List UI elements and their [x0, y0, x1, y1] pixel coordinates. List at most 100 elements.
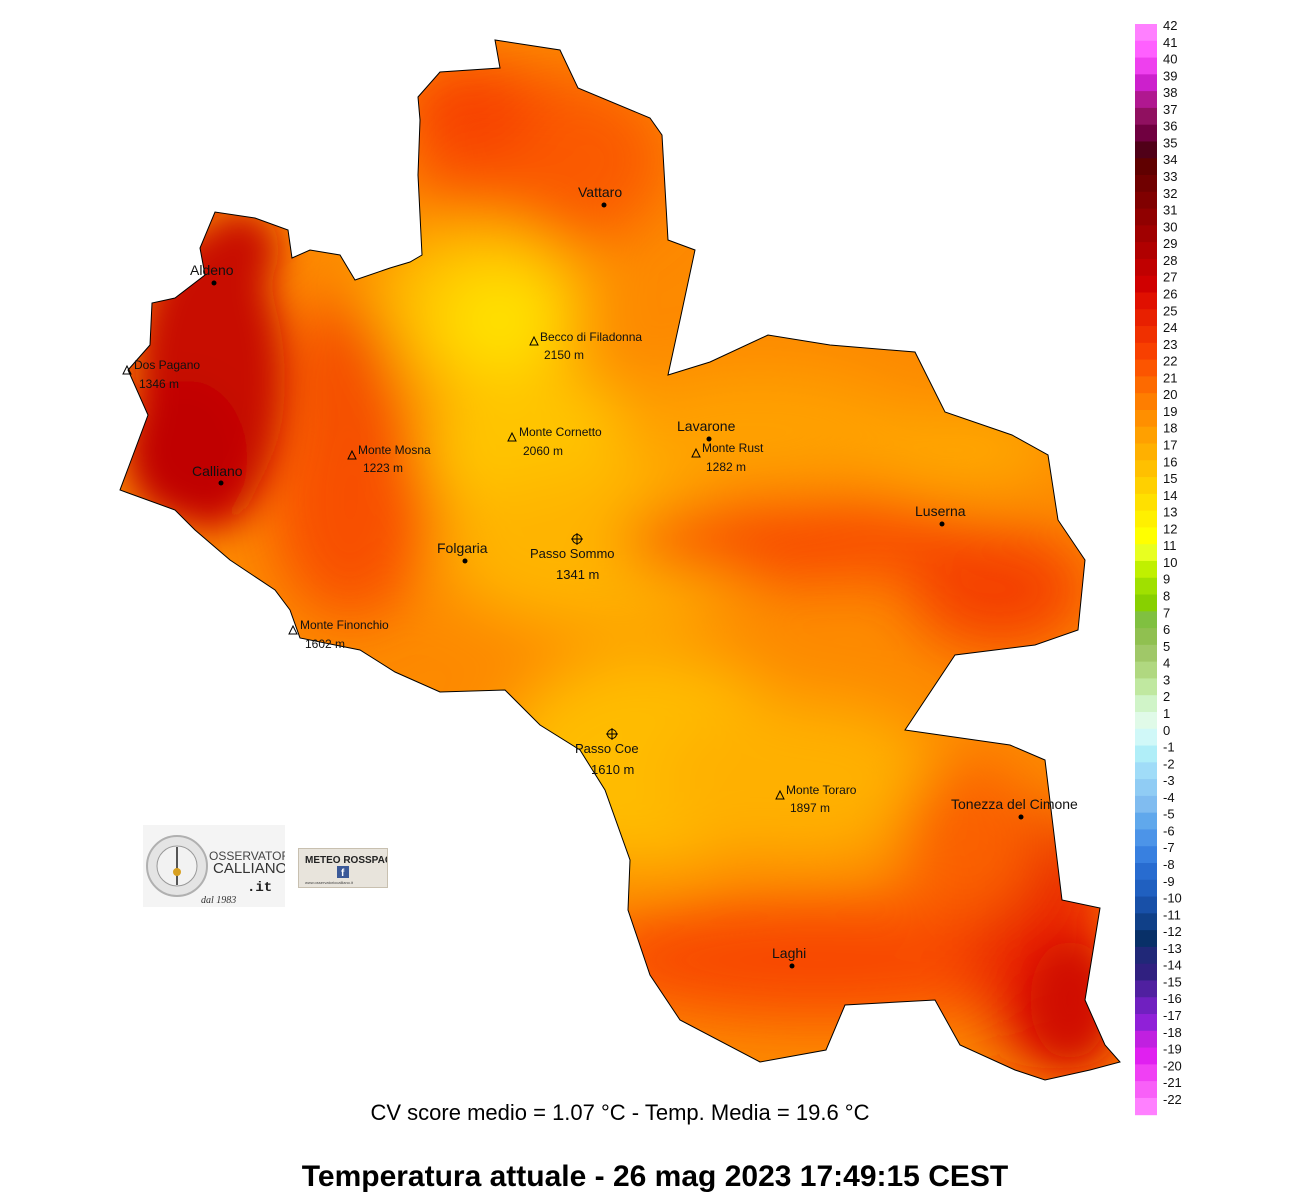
town-vattaro: Vattaro [578, 184, 622, 208]
legend-swatch [1135, 477, 1157, 495]
peak-name: Becco di Filadonna [540, 330, 642, 344]
legend-label: 12 [1163, 521, 1177, 536]
legend-swatch [1135, 292, 1157, 310]
legend-label: 26 [1163, 286, 1177, 301]
legend-label: -6 [1163, 823, 1175, 838]
peak-triangle-icon [691, 447, 701, 458]
legend-swatch [1135, 879, 1157, 898]
legend-swatch [1135, 544, 1157, 562]
pass-crosshair-icon [571, 533, 583, 545]
legend-swatch [1135, 107, 1157, 126]
legend-label: -11 [1163, 907, 1181, 922]
svg-text:dal 1983: dal 1983 [201, 895, 236, 906]
legend-label: -22 [1163, 1092, 1182, 1107]
svg-text:OSSERVATORIO: OSSERVATORIO [209, 849, 285, 863]
legend-label: 6 [1163, 622, 1170, 637]
town-marker [789, 963, 795, 969]
legend-label: 40 [1163, 52, 1177, 67]
legend-label: -9 [1163, 874, 1175, 889]
town-calliano: Calliano [192, 463, 243, 486]
legend-label: 1 [1163, 706, 1170, 721]
legend-label: -8 [1163, 857, 1175, 872]
legend-swatch [1135, 661, 1157, 679]
legend-swatch [1135, 309, 1157, 327]
legend-label: 24 [1163, 320, 1177, 335]
peak-rust: Monte Rust 1282 m [691, 441, 764, 474]
legend-swatch [1135, 1064, 1157, 1082]
legend-label: -7 [1163, 840, 1175, 855]
peak-triangle-icon [347, 449, 357, 460]
legend-swatch [1135, 930, 1157, 948]
legend-swatch [1135, 896, 1157, 914]
town-label: Vattaro [578, 184, 622, 200]
legend-swatch [1135, 779, 1157, 797]
legend-label: 16 [1163, 454, 1177, 469]
legend-swatch [1135, 1014, 1157, 1032]
legend-swatch [1135, 74, 1157, 92]
legend-swatch [1135, 208, 1157, 226]
pass-elevation: 1610 m [591, 762, 634, 777]
peak-name: Monte Cornetto [519, 425, 602, 439]
town-label: Folgaria [437, 540, 488, 556]
legend-label: 28 [1163, 253, 1177, 268]
legend-swatch [1135, 326, 1157, 344]
legend-swatch [1135, 863, 1157, 881]
legend-swatch [1135, 40, 1157, 59]
legend-swatch [1135, 980, 1157, 998]
legend-label: 9 [1163, 572, 1170, 587]
peak-name: Monte Finonchio [300, 618, 389, 632]
peak-toraro: Monte Toraro 1897 m [775, 783, 857, 815]
town-marker [601, 202, 607, 208]
legend-label: 31 [1163, 203, 1177, 218]
legend-swatch [1135, 24, 1157, 42]
legend-swatch [1135, 829, 1157, 847]
legend-label: 32 [1163, 186, 1177, 201]
town-laghi: Laghi [772, 945, 806, 969]
legend-swatch [1135, 57, 1157, 75]
legend-swatch [1135, 1030, 1157, 1049]
legend-swatch [1135, 1081, 1157, 1099]
legend-swatch [1135, 963, 1157, 981]
peak-name: Dos Pagano [134, 358, 200, 372]
legend-swatch [1135, 1047, 1157, 1065]
svg-text:.it: .it [247, 880, 272, 896]
town-marker [706, 436, 712, 442]
rosspach-badge-icon: METEO ROSSPACH f www.osservatoriocallian… [305, 855, 399, 885]
legend-swatch [1135, 409, 1157, 428]
peak-triangle-icon [507, 431, 517, 442]
legend-label: -20 [1163, 1058, 1182, 1073]
legend-swatch [1135, 393, 1157, 411]
legend-label: -1 [1163, 740, 1175, 755]
legend-swatch [1135, 158, 1157, 176]
legend-swatch [1135, 1097, 1157, 1116]
legend-swatch [1135, 225, 1157, 243]
town-marker [218, 480, 224, 486]
peak-elevation: 1602 m [305, 637, 345, 651]
peak-becco: Becco di Filadonna 2150 m [529, 330, 642, 362]
town-label: Aldeno [190, 262, 234, 278]
town-marker [939, 521, 945, 527]
legend-swatch [1135, 141, 1157, 159]
town-luserna: Luserna [915, 503, 966, 527]
legend-label: 38 [1163, 85, 1177, 100]
legend-swatch [1135, 594, 1157, 612]
legend-label: 36 [1163, 119, 1177, 134]
town-aldeno: Aldeno [190, 262, 234, 286]
legend-label: -18 [1163, 1025, 1182, 1040]
legend-label: -15 [1163, 974, 1182, 989]
legend-swatch [1135, 711, 1157, 730]
peak-mosna: Monte Mosna 1223 m [347, 443, 431, 475]
region-border [119, 39, 1121, 1081]
legend-label: 5 [1163, 639, 1170, 654]
legend-swatch [1135, 426, 1157, 444]
peak-elevation: 1282 m [706, 460, 746, 474]
legend-swatch [1135, 846, 1157, 864]
pass-coe: Passo Coe 1610 m [575, 728, 639, 777]
legend-label: 27 [1163, 270, 1177, 285]
legend-swatch [1135, 997, 1157, 1015]
pass-sommo: Passo Sommo 1341 m [530, 533, 615, 582]
legend-label: 34 [1163, 152, 1177, 167]
peak-elevation: 1346 m [139, 377, 179, 391]
town-lavarone: Lavarone [677, 418, 736, 442]
